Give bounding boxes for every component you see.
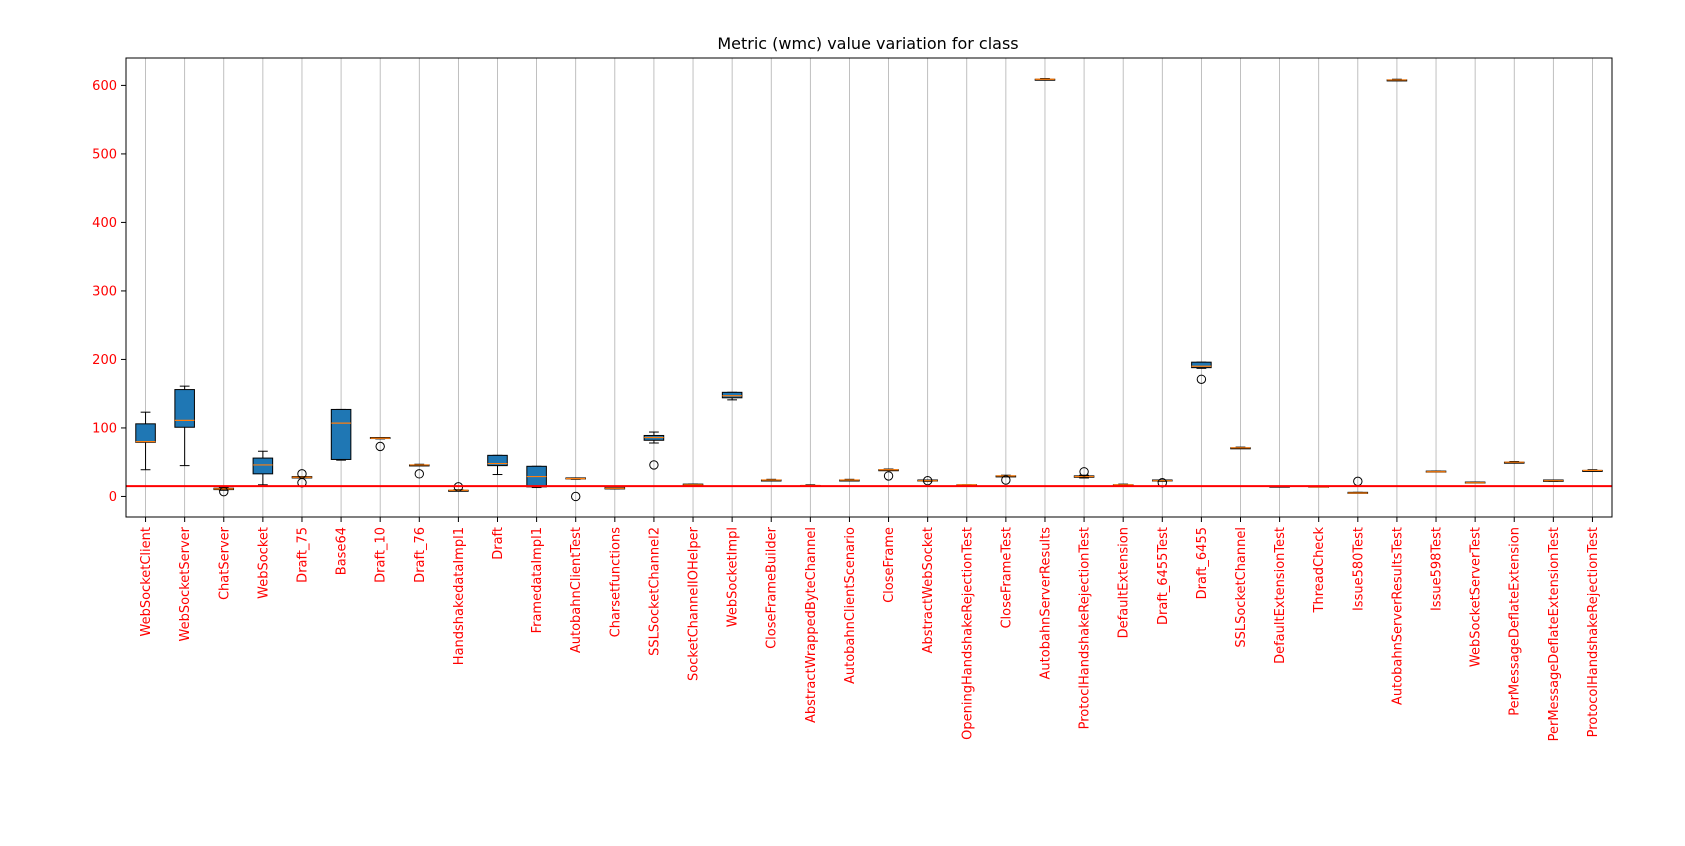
box-CloseFrameBuilder (760, 478, 782, 482)
x-tick-label: SocketChannelIOHelper (687, 526, 702, 681)
x-tick-label: WebSocketClient (139, 527, 154, 637)
box-Issue598Test (1425, 470, 1447, 473)
x-tick-label: Draft_10 (374, 527, 389, 583)
x-axis: WebSocketClient WebSocketServer ChatServer… (139, 517, 1601, 741)
box-CloseFrame (878, 468, 899, 481)
y-tick-label: 0 (109, 490, 117, 505)
x-tick-label: ProtoclHandshakeRejectionTest (1078, 527, 1093, 729)
box-WebSocketServerTest (1464, 481, 1486, 484)
box-ProtoclHandshakeRejectionTest (1073, 467, 1095, 479)
x-tick-label: Draft_6455 (1195, 527, 1210, 599)
iqr-box (1191, 361, 1212, 369)
x-tick-label: WebSocket (256, 527, 271, 599)
box-Draft (487, 454, 508, 476)
x-tick-label: Base64 (335, 527, 350, 575)
x-tick-label: AbstractWebSocket (921, 527, 936, 653)
y-axis: 0 100 200 300 400 500 600 (92, 79, 126, 505)
box-WebSocketImpl (721, 391, 743, 401)
box-WebSocketServer (174, 385, 195, 467)
x-tick-label: DefaultExtension (1117, 527, 1132, 638)
y-tick-label: 300 (92, 284, 117, 299)
x-tick-label: SSLSocketChannel2 (647, 527, 662, 656)
x-tick-label: OpeningHandshakeRejectionTest (960, 527, 975, 740)
iqr-box (174, 389, 195, 428)
plot-area-frame (125, 57, 1613, 518)
box-layer (126, 78, 1612, 502)
box-WebSocket (252, 450, 274, 486)
box-PerMessageDeflateExtensionTest (1543, 479, 1564, 482)
outlier-point (883, 471, 894, 481)
iqr-box (135, 423, 156, 443)
x-tick-label: Draft_76 (413, 527, 428, 583)
box-Base64 (330, 408, 352, 461)
x-tick-label: Draft (491, 527, 506, 560)
outlier-point (219, 486, 229, 497)
x-tick-label: Issue580Test (1351, 527, 1366, 611)
x-tick-label: WebSocketImpl (726, 527, 741, 627)
box-PerMessageDeflateExtension (1503, 461, 1525, 464)
y-tick-label: 100 (92, 421, 117, 436)
box-AutobahnClientScenario (839, 478, 860, 482)
box-WebSocketClient (135, 411, 156, 471)
outlier-point (297, 469, 307, 479)
box-FramedataImpl1 (526, 465, 547, 489)
x-tick-label: PerMessageDeflateExtension (1508, 527, 1523, 716)
x-tick-label: AbstractWrappedByteChannel (804, 527, 819, 723)
box-AutobahnServerResultsTest (1386, 78, 1408, 82)
outlier-point (1079, 467, 1089, 477)
box-Draft_10 (369, 437, 391, 452)
x-tick-label: WebSocketServer (178, 526, 193, 641)
iqr-box (330, 408, 352, 460)
iqr-box (252, 457, 274, 475)
box-SSLSocketChannel2 (643, 431, 665, 470)
y-tick-label: 200 (92, 353, 117, 368)
y-tick-label: 600 (92, 79, 117, 94)
x-tick-label: Draft_75 (295, 527, 310, 583)
box-ProtocolHandshakeRejectionTest (1582, 469, 1603, 472)
box-SSLSocketChannel (1230, 446, 1251, 450)
x-tick-label: FramedataImpl1 (530, 527, 545, 633)
outlier-point (1001, 475, 1011, 485)
outlier-point (1196, 374, 1207, 384)
box-Draft_6455 (1191, 361, 1212, 384)
x-tick-label: Issue598Test (1430, 527, 1445, 611)
iqr-box (487, 454, 508, 467)
iqr-box (721, 391, 743, 399)
x-tick-label: DefaultExtensionTest (1273, 527, 1288, 664)
box-CloseFrameTest (995, 474, 1017, 485)
outlier-point (571, 491, 581, 502)
y-tick-label: 500 (92, 147, 117, 162)
chart-title: Metric (wmc) value variation for class (717, 34, 1018, 53)
x-tick-label: HandshakedataImpl1 (452, 527, 467, 665)
x-tick-label: Draft_6455Test (1156, 527, 1171, 625)
x-tick-label: CloseFrame (882, 527, 897, 603)
x-tick-label: ThreadCheck (1312, 527, 1327, 614)
box-AutobahnServerResults (1034, 78, 1056, 81)
box-AutobahnClientTest (565, 477, 586, 502)
x-tick-label: CloseFrameBuilder (765, 526, 780, 649)
outlier-point (375, 441, 385, 452)
x-tick-label: AutobahnServerResults (1038, 527, 1053, 680)
x-tick-label: ProtocolHandshakeRejectionTest (1586, 527, 1601, 737)
outlier-point (414, 469, 424, 479)
x-tick-label: SSLSocketChannel (1234, 527, 1249, 648)
y-tick-label: 400 (92, 216, 117, 231)
x-tick-label: Charsetfunctions (608, 527, 623, 638)
x-tick-label: AutobahnServerResultsTest (1390, 527, 1405, 705)
box-Issue580Test (1347, 476, 1369, 494)
outlier-point (922, 475, 933, 486)
x-tick-label: WebSocketServerTest (1469, 527, 1484, 667)
box-AbstractWebSocket (917, 475, 938, 486)
box-ChatServer (213, 486, 235, 497)
x-tick-label: AutobahnClientScenario (843, 527, 858, 684)
x-tick-label: ChatServer (217, 526, 232, 600)
x-tick-label: CloseFrameTest (999, 527, 1014, 629)
x-tick-label: AutobahnClientTest (569, 527, 584, 653)
x-tick-label: PerMessageDeflateExtensionTest (1547, 527, 1562, 741)
outlier-point (649, 460, 659, 470)
box-Draft_76 (409, 463, 430, 479)
